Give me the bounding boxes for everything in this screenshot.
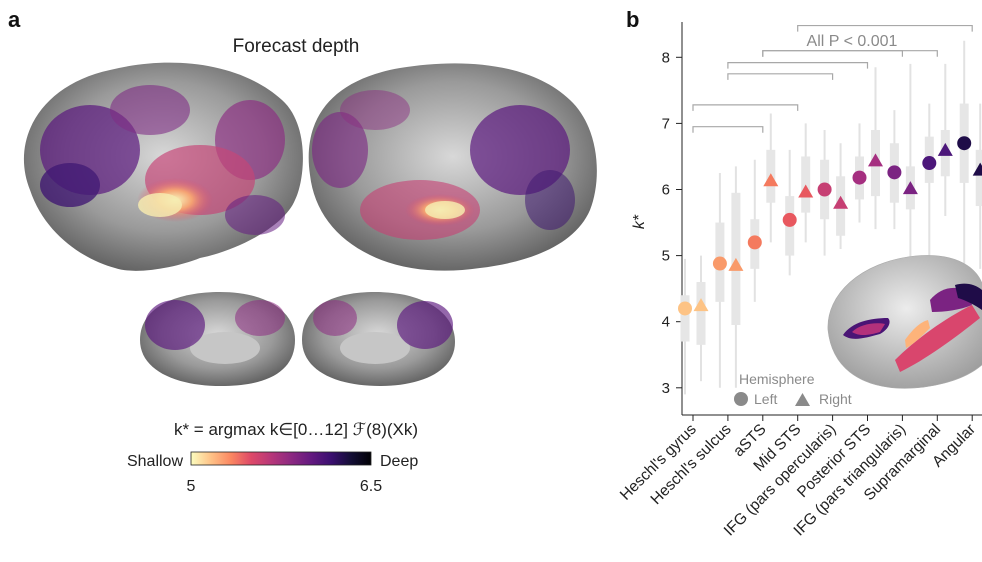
significance-bracket: [762, 50, 938, 57]
y-ticks: 3 4 5 6 7 8: [662, 49, 682, 397]
point-right-hemisphere: [937, 142, 953, 156]
box-iqr: [696, 282, 706, 345]
inset-roi-ifg-opercularis: [852, 323, 885, 336]
legend-right-marker: [795, 393, 810, 406]
inset-roi-heschl: [905, 320, 930, 348]
y-axis-label: k*: [631, 214, 648, 229]
significance-bracket: [727, 73, 834, 80]
inset-roi-angular: [955, 283, 982, 310]
formula-label: k* = argmax k∈[0…12] ℱ(8)(Xk): [174, 420, 418, 439]
inset-brain: [827, 255, 982, 389]
significance-bracket: [727, 61, 869, 69]
brain-right-medial: [302, 292, 455, 386]
point-right-hemisphere: [798, 184, 814, 198]
point-left-hemisphere: [712, 256, 727, 271]
y-tick-label: 4: [662, 314, 670, 331]
point-left-hemisphere: [922, 156, 937, 171]
point-right-hemisphere: [972, 162, 982, 176]
brain-left-medial: [140, 292, 295, 387]
brain-left-lateral-overlay: [40, 85, 285, 235]
point-right-hemisphere: [763, 173, 779, 187]
point-right-hemisphere: [728, 257, 744, 271]
point-left-hemisphere: [678, 301, 692, 316]
legend-title: Hemisphere: [739, 371, 815, 387]
inset-roi-sts: [895, 305, 980, 372]
data-markers: [678, 136, 982, 316]
hemisphere-legend: Hemisphere Left Right: [734, 371, 852, 407]
colorbar-min-label: 5: [187, 478, 196, 495]
point-left-hemisphere: [747, 235, 762, 250]
brain-left-lateral: [23, 62, 303, 271]
colorbar-low-label: Shallow: [127, 453, 183, 470]
point-left-hemisphere: [782, 212, 797, 227]
panel-b: b k* 3 4 5 6 7 8 All P < 0.001 Hemisphere Lef…: [617, 7, 982, 539]
box-iqr: [680, 295, 690, 342]
y-tick-label: 5: [662, 248, 670, 265]
point-right-hemisphere: [868, 153, 883, 167]
panel-a-title: Forecast depth: [233, 36, 360, 57]
y-tick-label: 7: [662, 115, 670, 132]
box-iqr: [975, 149, 982, 207]
legend-right-label: Right: [819, 391, 852, 407]
significance-brackets: [692, 24, 973, 133]
significance-bracket: [762, 50, 903, 57]
y-tick-label: 3: [662, 380, 670, 397]
point-right-hemisphere: [693, 298, 709, 312]
colorbar-high-label: Deep: [380, 453, 418, 470]
colorbar-max-label: 6.5: [360, 478, 382, 495]
legend-left-marker: [734, 392, 748, 406]
y-tick-label: 8: [662, 49, 670, 66]
colorbar: [190, 451, 372, 466]
panel-a-letter: a: [8, 7, 21, 32]
significance-bracket: [692, 126, 764, 133]
significance-bracket: [797, 24, 973, 32]
significance-label: All P < 0.001: [807, 33, 898, 50]
brain-right-lateral-overlay: [312, 90, 575, 240]
panel-b-letter: b: [626, 7, 639, 32]
brain-right-lateral: [308, 63, 597, 271]
point-left-hemisphere: [957, 136, 972, 151]
legend-left-label: Left: [754, 391, 777, 407]
point-right-hemisphere: [833, 195, 849, 209]
panel-a: a Forecast depth: [8, 7, 597, 495]
significance-bracket: [692, 104, 799, 111]
point-left-hemisphere: [852, 170, 867, 185]
point-left-hemisphere: [817, 182, 832, 197]
point-left-hemisphere: [887, 165, 902, 180]
point-right-hemisphere: [902, 181, 918, 195]
y-tick-label: 6: [662, 182, 670, 199]
